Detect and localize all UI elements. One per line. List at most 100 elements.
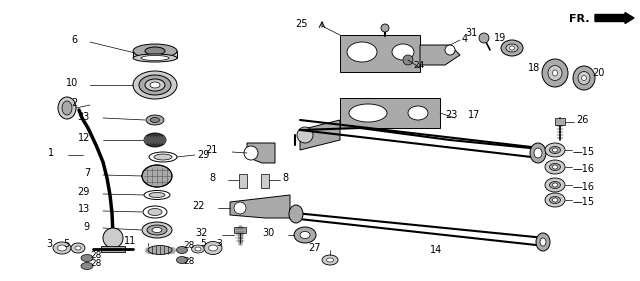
Ellipse shape: [58, 97, 76, 119]
Text: 3: 3: [216, 239, 221, 248]
Ellipse shape: [501, 40, 523, 56]
Text: 17: 17: [468, 110, 481, 120]
Text: 22: 22: [193, 201, 205, 211]
Bar: [555, 118, 565, 125]
Ellipse shape: [209, 245, 218, 251]
Text: 6: 6: [72, 35, 78, 45]
Text: 28: 28: [90, 259, 101, 268]
Text: 1: 1: [48, 148, 54, 158]
Text: 23: 23: [445, 110, 458, 120]
Text: —16: —16: [573, 182, 595, 192]
Ellipse shape: [152, 228, 162, 232]
Ellipse shape: [150, 117, 159, 123]
Ellipse shape: [326, 258, 333, 262]
Ellipse shape: [145, 79, 165, 91]
Circle shape: [479, 33, 489, 43]
Ellipse shape: [550, 182, 561, 189]
Ellipse shape: [349, 104, 387, 122]
Text: 30: 30: [263, 228, 275, 238]
Ellipse shape: [191, 245, 205, 253]
Text: 29: 29: [197, 150, 209, 160]
Ellipse shape: [81, 262, 93, 269]
Polygon shape: [420, 45, 460, 65]
Ellipse shape: [177, 246, 188, 253]
Ellipse shape: [536, 233, 550, 251]
Text: 10: 10: [66, 78, 78, 88]
Ellipse shape: [582, 76, 586, 80]
Ellipse shape: [154, 154, 172, 160]
Ellipse shape: [550, 164, 561, 171]
Ellipse shape: [146, 115, 164, 125]
Circle shape: [381, 24, 389, 32]
Text: 14: 14: [430, 245, 442, 255]
Ellipse shape: [552, 198, 557, 202]
Ellipse shape: [550, 146, 561, 153]
Ellipse shape: [552, 70, 557, 76]
Ellipse shape: [139, 75, 171, 95]
Polygon shape: [340, 98, 440, 128]
Ellipse shape: [408, 106, 428, 120]
Ellipse shape: [81, 255, 93, 262]
Text: 29: 29: [77, 187, 90, 197]
Ellipse shape: [552, 148, 557, 152]
Text: 28: 28: [90, 250, 101, 259]
Ellipse shape: [153, 136, 157, 144]
Ellipse shape: [300, 232, 310, 239]
Text: 28: 28: [183, 241, 195, 250]
Ellipse shape: [177, 257, 188, 264]
Ellipse shape: [347, 42, 377, 62]
Ellipse shape: [159, 136, 163, 144]
Polygon shape: [101, 246, 125, 252]
Text: —16: —16: [573, 164, 595, 174]
Text: 3: 3: [46, 239, 52, 249]
Ellipse shape: [156, 136, 160, 144]
Text: 31: 31: [466, 28, 478, 38]
Ellipse shape: [144, 191, 170, 200]
Ellipse shape: [573, 66, 595, 90]
Ellipse shape: [133, 54, 177, 62]
Ellipse shape: [552, 165, 557, 169]
Text: 7: 7: [84, 168, 90, 178]
Text: 33: 33: [77, 112, 90, 122]
Circle shape: [103, 228, 123, 248]
Text: 28: 28: [183, 257, 195, 266]
Ellipse shape: [142, 165, 172, 187]
Ellipse shape: [133, 71, 177, 99]
Ellipse shape: [71, 243, 85, 253]
Text: 24: 24: [413, 62, 424, 71]
Text: —15: —15: [573, 197, 595, 207]
Circle shape: [234, 202, 246, 214]
Text: 8: 8: [282, 173, 288, 183]
Ellipse shape: [550, 196, 561, 203]
Bar: [234, 227, 246, 233]
Ellipse shape: [147, 225, 167, 235]
Ellipse shape: [144, 133, 166, 147]
Text: 25: 25: [296, 19, 308, 29]
Ellipse shape: [147, 136, 151, 144]
Text: 2: 2: [72, 98, 78, 108]
Text: 5: 5: [200, 239, 205, 248]
Text: 9: 9: [84, 222, 90, 232]
Ellipse shape: [534, 148, 542, 158]
Bar: [261, 174, 269, 188]
Ellipse shape: [144, 136, 148, 144]
Text: FR.: FR.: [570, 14, 590, 24]
Polygon shape: [230, 195, 290, 218]
Text: 32: 32: [196, 228, 208, 238]
Ellipse shape: [142, 222, 172, 238]
Ellipse shape: [545, 160, 565, 174]
Text: 18: 18: [528, 63, 540, 73]
Ellipse shape: [143, 206, 167, 218]
Ellipse shape: [294, 227, 316, 243]
Ellipse shape: [545, 178, 565, 192]
Text: 4: 4: [462, 34, 468, 44]
Ellipse shape: [545, 193, 565, 207]
Ellipse shape: [392, 44, 414, 60]
Ellipse shape: [548, 65, 562, 80]
Text: 27: 27: [308, 243, 321, 253]
Ellipse shape: [133, 44, 177, 58]
Ellipse shape: [530, 143, 546, 163]
Ellipse shape: [540, 238, 546, 246]
Text: 8: 8: [209, 173, 215, 183]
Polygon shape: [300, 120, 340, 150]
